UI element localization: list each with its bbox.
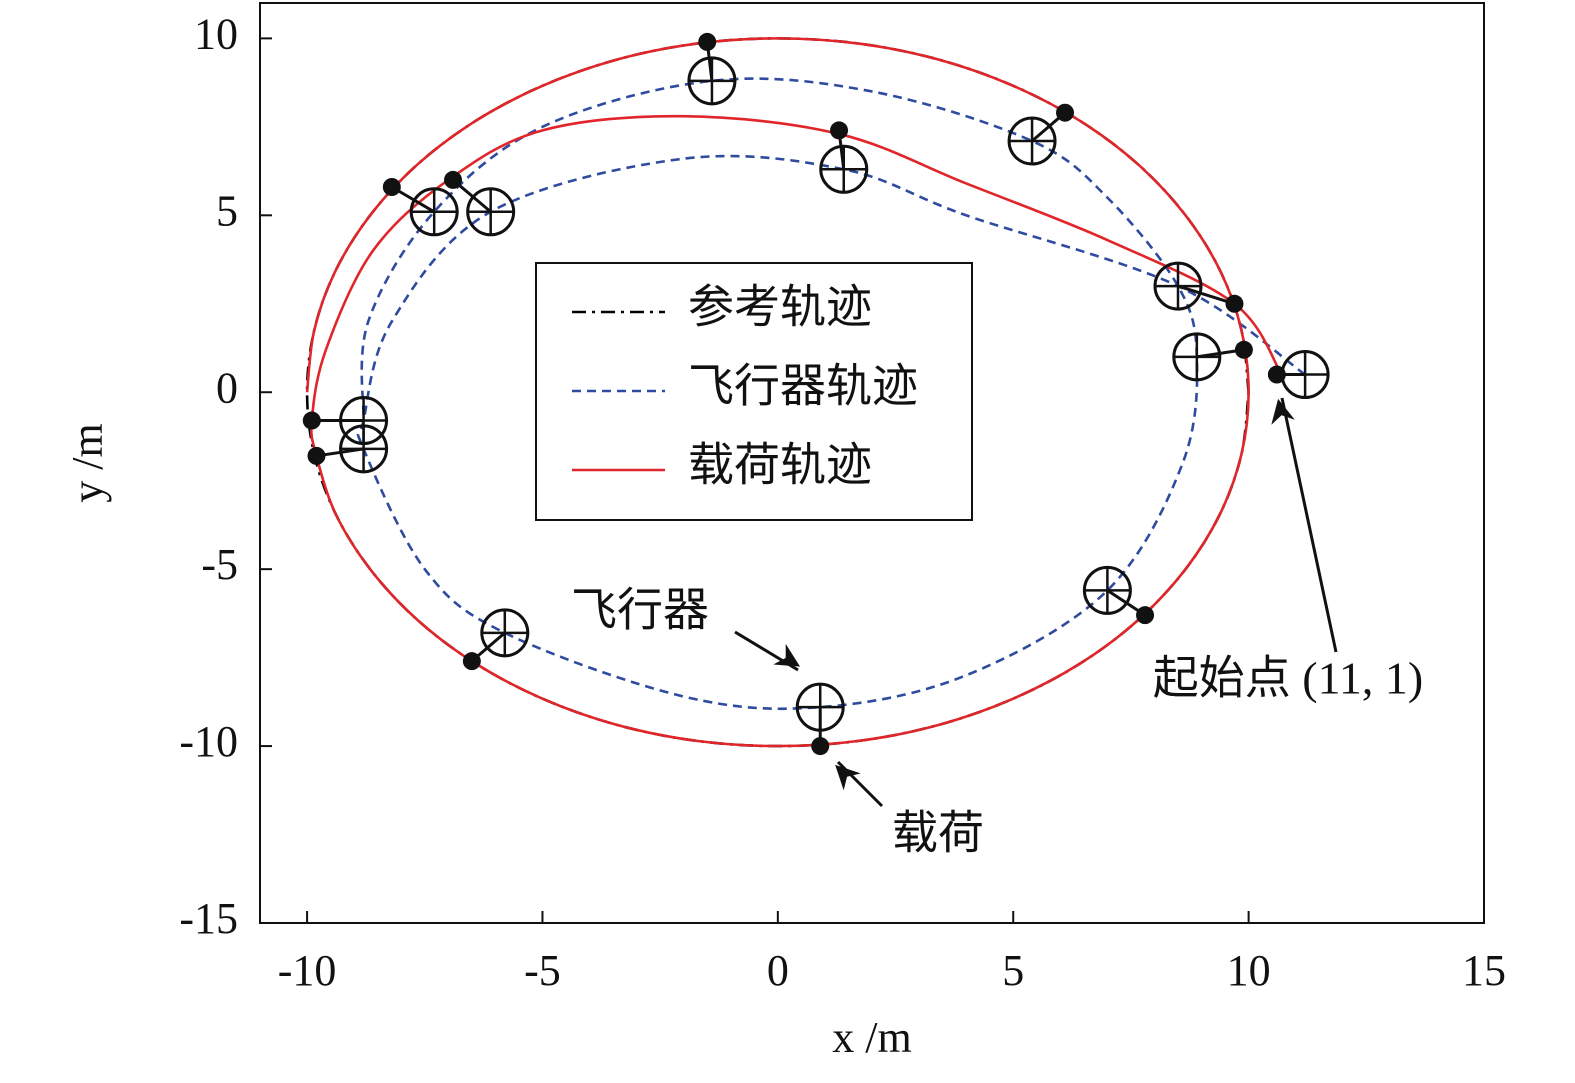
- vehicle-marker: [1153, 261, 1203, 311]
- annotation-arrow: [835, 760, 884, 808]
- legend-label: 参考轨迹: [688, 282, 872, 333]
- vehicle-marker: [1007, 116, 1057, 166]
- cable: [1177, 284, 1235, 306]
- payload-dot: [830, 121, 849, 140]
- vehicle-marker: [795, 682, 845, 732]
- payload-dot: [462, 652, 481, 671]
- y-tick-label: -5: [201, 540, 238, 589]
- payload-dot: [382, 178, 401, 196]
- payload-dot: [1225, 294, 1244, 313]
- x-tick-label: 10: [1227, 946, 1271, 995]
- vehicle-marker: [1280, 350, 1330, 400]
- y-axis-label: y /m: [63, 423, 112, 502]
- x-tick-label: 15: [1462, 946, 1506, 995]
- vehicle-marker: [687, 56, 737, 106]
- y-tick-label: 10: [194, 9, 238, 58]
- annotation: 载荷: [892, 808, 984, 859]
- x-tick-label: 5: [1002, 946, 1024, 995]
- payload-dot: [811, 737, 830, 756]
- vehicle-marker: [1172, 332, 1222, 382]
- legend-label: 飞行器轨迹: [688, 361, 918, 412]
- annotation-arrow: [1271, 397, 1338, 653]
- payload-dot: [302, 411, 321, 430]
- vehicle-marker: [339, 424, 389, 474]
- payload-dot: [307, 446, 326, 465]
- x-tick-label: -5: [524, 946, 561, 995]
- legend-label: 载荷轨迹: [688, 440, 872, 491]
- y-tick-label: 5: [216, 186, 238, 235]
- payload-dot: [698, 32, 717, 51]
- y-tick-label: -10: [179, 717, 238, 766]
- x-tick-label: 0: [767, 946, 789, 995]
- x-axis-label: x /m: [832, 1013, 911, 1062]
- payload-dot: [1234, 340, 1253, 359]
- vehicle-marker: [409, 187, 459, 237]
- vehicle-marker: [466, 187, 516, 237]
- payload-dot: [1136, 606, 1155, 625]
- annotation-arrow: [734, 630, 801, 672]
- annotation: 起始点 (11, 1): [1153, 653, 1423, 704]
- y-tick-label: 0: [216, 363, 238, 412]
- vehicle-marker: [1082, 565, 1132, 615]
- annotation: 飞行器: [571, 585, 709, 636]
- plot-frame: [259, 2, 1485, 924]
- x-tick-label: -10: [278, 946, 337, 995]
- vehicle-marker: [480, 608, 530, 658]
- payload-dot: [1056, 103, 1075, 122]
- payload-dot: [1267, 365, 1286, 384]
- y-tick-label: -15: [179, 894, 238, 943]
- payload-dot: [444, 170, 463, 189]
- vehicle-marker: [819, 144, 869, 194]
